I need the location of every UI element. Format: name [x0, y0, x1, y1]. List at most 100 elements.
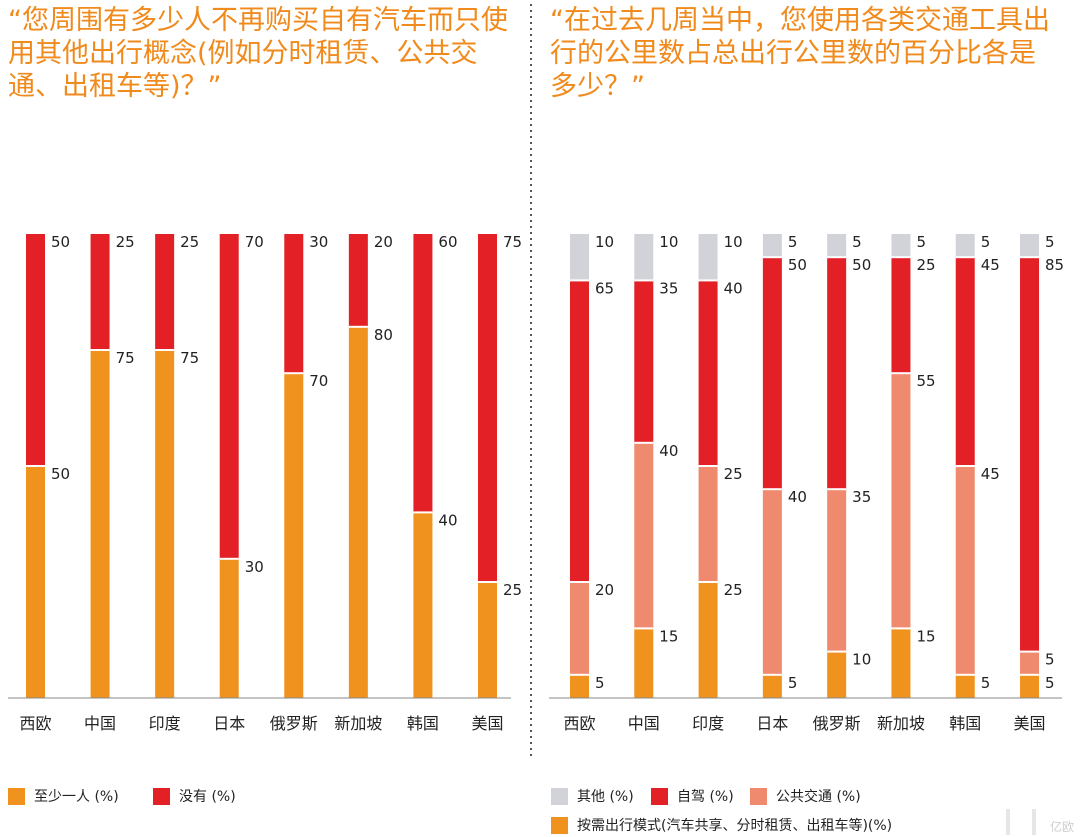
data-label-1-2-1: 35 — [659, 279, 678, 297]
bar-segment-separator — [413, 511, 433, 514]
data-label-1-0-7: 5 — [1045, 674, 1055, 692]
bar-segment-separator — [762, 488, 782, 491]
legend-label: 其他 (%) — [577, 789, 634, 805]
bar-segment-1-1-6 — [955, 466, 975, 675]
data-label-0-0-3: 30 — [245, 558, 264, 576]
bar-segment-0-0-7 — [477, 582, 497, 698]
bar-segment-separator — [477, 581, 497, 583]
legend-right-public-transit: 公共交通 (%) — [750, 786, 861, 806]
bar-segment-0-0-1 — [90, 350, 110, 698]
bar-segment-separator — [698, 279, 718, 282]
bar-segment-1-1-7 — [1020, 651, 1040, 675]
legend-swatch — [651, 787, 668, 805]
bar-segment-1-0-4 — [827, 651, 847, 698]
legend-swatch — [153, 787, 170, 805]
bar-segment-separator — [891, 372, 911, 375]
data-label-1-0-6: 5 — [981, 674, 991, 692]
bar-segment-0-1-3 — [219, 234, 239, 559]
data-label-1-1-2: 25 — [724, 465, 743, 483]
bar-segment-separator — [891, 256, 911, 259]
data-label-1-2-0: 65 — [595, 279, 614, 297]
data-label-0-1-0: 50 — [51, 233, 70, 251]
data-label-1-0-5: 15 — [916, 627, 935, 645]
bar-segment-1-2-7 — [1020, 257, 1040, 652]
bar-segment-0-0-6 — [413, 512, 433, 698]
category-label-0-1: 中国 — [84, 714, 116, 733]
bar-segment-separator — [26, 465, 45, 467]
data-label-1-0-3: 5 — [788, 674, 798, 692]
data-label-1-1-0: 20 — [595, 581, 614, 599]
data-label-0-0-1: 75 — [116, 349, 135, 367]
category-label-0-3: 日本 — [213, 714, 245, 733]
bar-segment-1-1-2 — [698, 466, 718, 582]
data-label-1-3-2: 10 — [724, 233, 743, 251]
bar-segment-1-2-0 — [570, 280, 589, 582]
data-label-1-0-4: 10 — [852, 651, 871, 669]
data-label-0-1-7: 75 — [503, 233, 522, 251]
bar-segment-separator — [1020, 256, 1040, 259]
category-label-0-5: 新加坡 — [334, 714, 382, 733]
bar-segment-separator — [827, 256, 847, 259]
bar-segment-0-1-0 — [26, 234, 45, 466]
category-label-0-2: 印度 — [149, 714, 181, 733]
data-label-0-0-6: 40 — [438, 511, 457, 529]
data-label-1-1-4: 35 — [852, 488, 871, 506]
data-label-1-2-6: 45 — [981, 256, 1000, 274]
bar-segment-1-1-0 — [570, 582, 589, 675]
bar-segment-separator — [955, 256, 975, 259]
bar-segment-separator — [1020, 673, 1040, 676]
watermark: 亿欧 — [1049, 820, 1074, 834]
legend-label: 没有 (%) — [179, 789, 236, 805]
data-label-1-0-2: 25 — [724, 581, 743, 599]
category-label-1-6: 韩国 — [949, 714, 981, 733]
bar-segment-1-0-1 — [634, 628, 654, 698]
data-label-0-1-4: 30 — [309, 233, 328, 251]
data-label-1-1-3: 40 — [788, 488, 807, 506]
legend-label: 至少一人 (%) — [34, 789, 119, 805]
bar-segment-1-3-5 — [891, 234, 911, 258]
bar-segment-1-1-5 — [891, 373, 911, 629]
data-label-0-0-0: 50 — [51, 465, 70, 483]
data-label-1-3-6: 5 — [981, 233, 991, 251]
legend-left-1: 没有 (%) — [153, 786, 236, 806]
bar-segment-separator — [570, 279, 589, 282]
bar-segment-separator — [634, 627, 654, 630]
category-label-1-7: 美国 — [1014, 714, 1046, 733]
category-label-1-4: 俄罗斯 — [813, 714, 861, 733]
data-label-1-3-3: 5 — [788, 233, 798, 251]
bar-segment-separator — [762, 673, 782, 676]
bar-segment-0-1-5 — [348, 234, 368, 327]
bar-segment-separator — [827, 488, 847, 491]
data-label-1-1-5: 55 — [916, 372, 935, 390]
data-label-1-3-7: 5 — [1045, 233, 1055, 251]
bar-segment-0-1-7 — [477, 234, 497, 582]
bar-segment-0-1-2 — [155, 234, 175, 350]
data-label-0-0-5: 80 — [374, 326, 393, 344]
data-label-0-1-2: 25 — [180, 233, 199, 251]
data-label-0-0-7: 25 — [503, 581, 522, 599]
bar-segment-1-3-4 — [827, 234, 847, 258]
bar-segment-1-0-2 — [698, 582, 718, 698]
bar-segment-0-1-4 — [284, 234, 304, 374]
data-label-1-3-1: 10 — [659, 233, 678, 251]
bar-segment-1-3-7 — [1020, 234, 1040, 258]
bar-segment-separator — [762, 256, 782, 259]
data-label-1-2-3: 50 — [788, 256, 807, 274]
bar-segment-separator — [634, 441, 654, 444]
bar-segment-1-1-1 — [634, 442, 654, 629]
bar-segment-0-0-2 — [155, 350, 175, 698]
data-label-1-1-7: 5 — [1045, 651, 1055, 669]
legend-swatch — [551, 787, 568, 805]
bar-segment-1-2-6 — [955, 257, 975, 466]
bar-segment-separator — [570, 673, 589, 676]
data-label-0-1-6: 60 — [438, 233, 457, 251]
data-label-1-2-5: 25 — [916, 256, 935, 274]
legend-right-on-demand: 按需出行模式(汽车共享、分时租赁、出租车等)(%) — [551, 815, 892, 835]
data-label-0-1-5: 20 — [374, 233, 393, 251]
legend-label: 自驾 (%) — [677, 789, 734, 805]
bar-segment-separator — [698, 465, 718, 467]
legend-right-self-drive: 自驾 (%) — [651, 786, 734, 806]
data-label-1-1-6: 45 — [981, 465, 1000, 483]
bar-segment-separator — [155, 349, 175, 351]
